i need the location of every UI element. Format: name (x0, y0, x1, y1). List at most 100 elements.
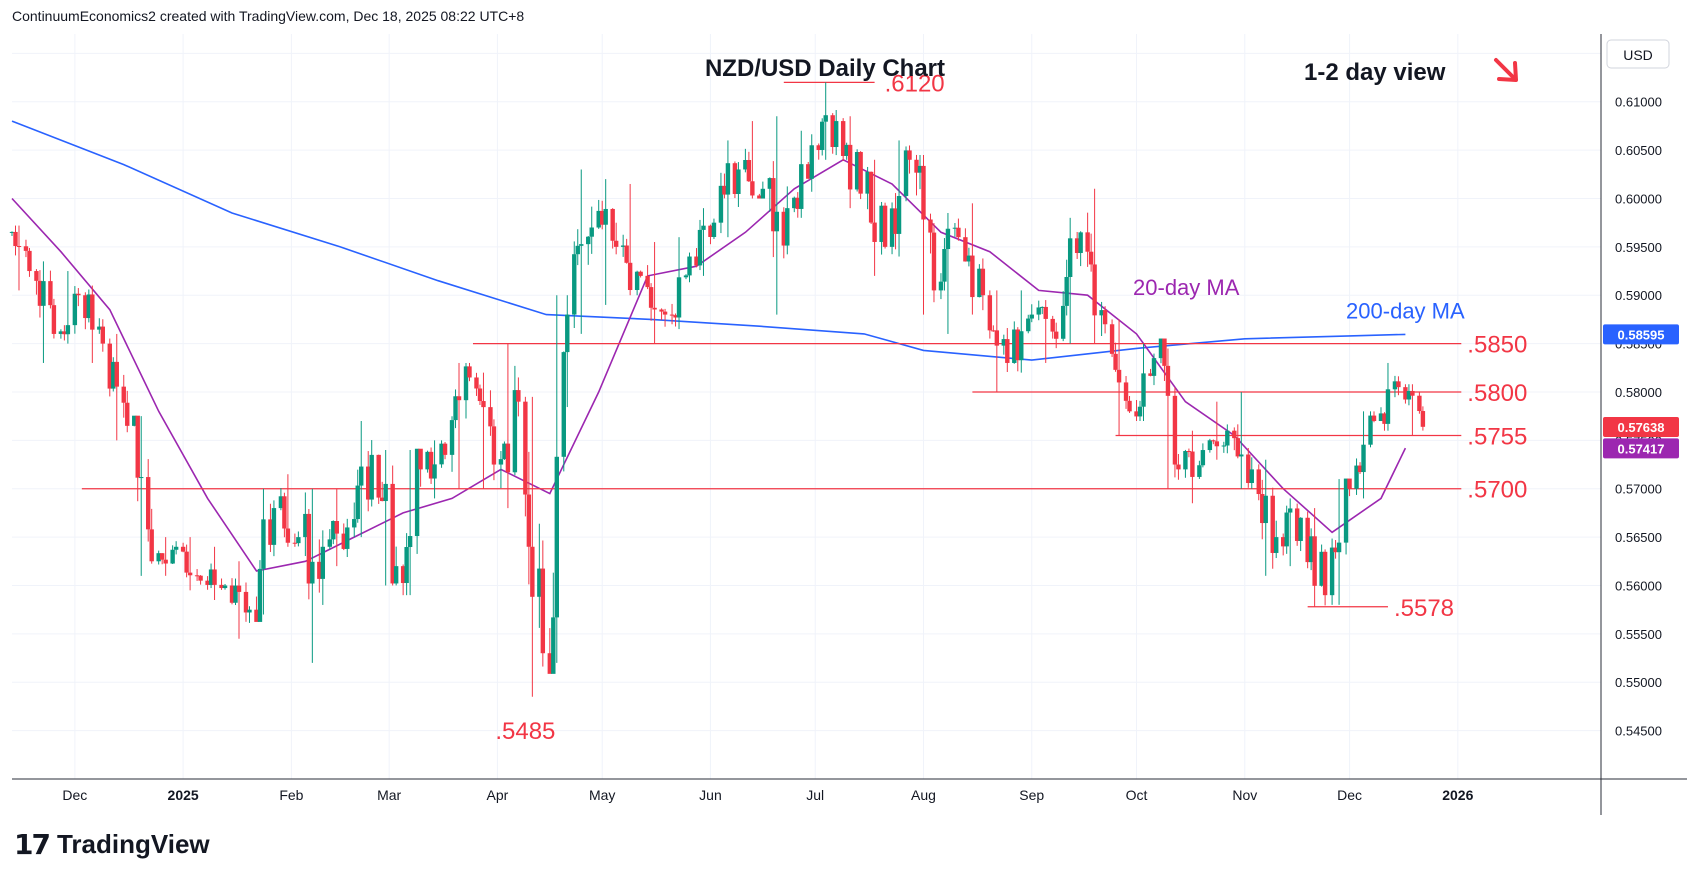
candle-up (1368, 415, 1373, 445)
candle-up (320, 546, 326, 579)
candle-up (687, 256, 692, 276)
candle-down (62, 331, 67, 335)
candle-up (1249, 469, 1254, 484)
candle-up (942, 249, 947, 282)
x-tick-label: Dec (1337, 787, 1362, 803)
candle-up (1078, 232, 1083, 254)
candle-down (1347, 478, 1352, 489)
candle-down (477, 388, 483, 402)
candle-down (292, 542, 298, 544)
y-tick-label: 0.59500 (1615, 240, 1662, 255)
candle-up (86, 294, 92, 319)
currency-box[interactable] (1606, 39, 1670, 69)
level-label: .5578 (1394, 595, 1454, 622)
x-tick-label: Jul (806, 787, 824, 803)
candle-down (914, 159, 919, 173)
candle-down (1281, 537, 1286, 547)
price-label-text: 0.57638 (1618, 420, 1665, 435)
candle-down (282, 496, 287, 529)
candle-down (229, 585, 235, 603)
candle-down (987, 295, 993, 331)
price-label-text: 0.58595 (1618, 327, 1665, 342)
price-axis[interactable]: 0.615000.610000.605000.600000.595000.590… (1615, 46, 1662, 738)
candle-down (1232, 430, 1237, 439)
candle-up (903, 150, 909, 197)
candle-down (376, 454, 381, 498)
candle-down (205, 580, 210, 585)
candle-up (844, 144, 849, 156)
candle-down (1417, 395, 1422, 412)
candle-up (785, 208, 790, 246)
candle-down (1294, 508, 1300, 541)
candle-down (1260, 494, 1265, 524)
candle-up (736, 169, 741, 194)
candle-up (561, 352, 566, 457)
candle-down (400, 566, 406, 584)
y-tick-label: 0.58000 (1615, 385, 1662, 400)
candle-down (100, 326, 105, 344)
candle-up (1064, 276, 1069, 306)
candle-up (132, 415, 137, 426)
candle-down (1109, 324, 1115, 354)
tradingview-logo[interactable]: 17 TradingView (14, 828, 210, 861)
x-tick-label: 2025 (168, 787, 199, 803)
x-tick-label: Dec (62, 787, 87, 803)
candle-down (1211, 440, 1216, 442)
candle-down (1088, 251, 1094, 265)
candle-up (743, 160, 748, 170)
candle-down (13, 231, 18, 247)
candle-down (317, 561, 322, 579)
candle-down (1148, 373, 1153, 376)
candle-down (379, 497, 385, 502)
x-tick-label: Sep (1019, 787, 1044, 803)
low-annotation: .5485 (495, 718, 555, 745)
candle-down (847, 144, 853, 190)
candle-up (917, 165, 923, 173)
candle-up (1319, 551, 1324, 586)
level-label: .6120 (885, 70, 945, 97)
ma20-line (11, 158, 1407, 572)
candle-down (624, 245, 629, 263)
price-labels: 0.58595 0.57638 0.57417 (1603, 324, 1679, 459)
candle-up (278, 496, 284, 509)
currency-label: USD (1623, 47, 1653, 63)
price-label-text: 0.57417 (1618, 441, 1665, 456)
candle-up (596, 210, 601, 228)
candle-down (1357, 465, 1363, 473)
candle-down (931, 232, 937, 291)
candle-down (956, 227, 961, 238)
candle-down (1162, 338, 1167, 366)
candle-down (1165, 365, 1171, 396)
candle-up (865, 171, 870, 194)
candle-down (1214, 441, 1220, 447)
candle-up (938, 281, 944, 291)
candle-down (125, 402, 130, 426)
candle-up (72, 293, 78, 326)
candle-down (1043, 306, 1048, 319)
candle-down (37, 280, 43, 306)
candle-up (257, 568, 263, 622)
candle-up (97, 326, 102, 330)
candle-down (1085, 232, 1090, 252)
time-axis[interactable]: Dec 2025 Feb Mar Apr May Jun Jul Aug Sep Oct Nov Dec… (62, 787, 1473, 803)
candle-up (369, 454, 374, 500)
candle-up (512, 390, 518, 473)
candle-down (1074, 238, 1080, 254)
candle-down (627, 262, 633, 291)
candle-down (868, 171, 874, 223)
candle-down (613, 240, 619, 247)
candle-down (334, 521, 339, 534)
down-right-arrow-icon (1494, 58, 1518, 82)
candle-down (1127, 400, 1132, 412)
candle-up (620, 245, 626, 247)
candle-up (1336, 542, 1342, 553)
candle-down (882, 205, 888, 247)
candle-down (1102, 310, 1108, 325)
candle-up (303, 513, 308, 538)
candle-down (980, 268, 986, 296)
candle-down (366, 466, 371, 500)
candle-up (432, 464, 437, 479)
candle-up (139, 477, 144, 479)
candle-up (1329, 547, 1335, 596)
